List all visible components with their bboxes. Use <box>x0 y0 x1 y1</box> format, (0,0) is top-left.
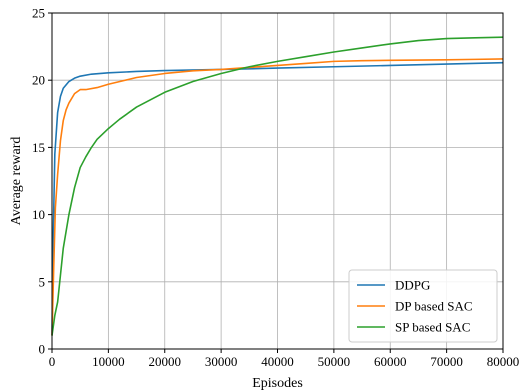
series-lines <box>51 36 504 336</box>
x-tick-label: 60000 <box>374 354 407 369</box>
legend: DDPG DP based SAC SP based SAC <box>348 269 498 343</box>
legend-label-sp-sac: SP based SAC <box>395 320 470 335</box>
series-line-sp-based-sac <box>51 36 504 336</box>
x-tick-label: 40000 <box>261 354 294 369</box>
y-tick-label: 25 <box>32 6 45 21</box>
x-tick-label: 80000 <box>487 354 520 369</box>
axis-ticks: 0 10000 20000 30000 40000 50000 60000 70000 8000… <box>32 6 519 370</box>
legend-box <box>348 269 498 343</box>
x-tick-label: 10000 <box>92 354 125 369</box>
legend-label-dp-sac: DP based SAC <box>395 299 473 314</box>
series-line-ddpg <box>51 61 504 336</box>
x-tick-label: 0 <box>49 354 56 369</box>
y-tick-label: 15 <box>32 140 45 155</box>
y-tick-label: 10 <box>32 207 45 222</box>
y-tick-label: 0 <box>39 342 46 357</box>
series-line-dp-based-sac <box>51 58 504 336</box>
x-tick-label: 70000 <box>430 354 463 369</box>
x-tick-label: 30000 <box>205 354 238 369</box>
grid-lines <box>51 12 504 350</box>
y-axis-label: Average reward <box>9 137 24 226</box>
x-tick-label: 50000 <box>318 354 351 369</box>
x-axis-label: Episodes <box>252 376 303 391</box>
y-tick-label: 20 <box>32 73 45 88</box>
x-tick-label: 20000 <box>149 354 182 369</box>
legend-label-ddpg: DDPG <box>395 278 430 293</box>
y-tick-label: 5 <box>39 274 46 289</box>
